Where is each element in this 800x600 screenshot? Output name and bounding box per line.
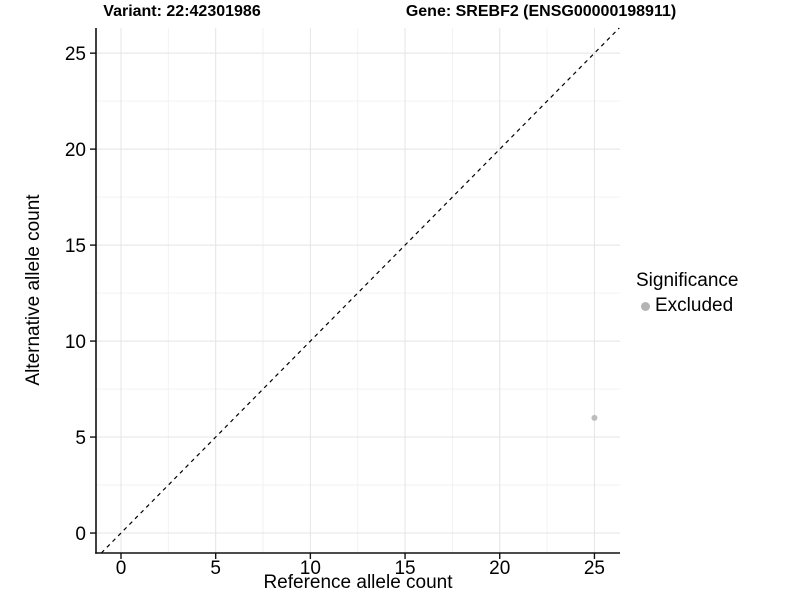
y-axis-title: Alternative allele count [23, 194, 44, 386]
legend-title: Significance [636, 270, 739, 291]
legend-entry-label: Excluded [655, 295, 734, 316]
x-tick-label: 20 [489, 558, 510, 579]
x-tick-label: 15 [394, 558, 415, 579]
x-tick-label: 10 [300, 558, 321, 579]
x-tick-label: 25 [584, 558, 605, 579]
plot-title-gene: Gene: SREBF2 (ENSG00000198911) [405, 3, 677, 20]
y-tick-label: 15 [65, 236, 86, 257]
y-tick-label: 5 [75, 428, 86, 449]
y-tick-label: 20 [65, 140, 86, 161]
data-point [591, 414, 598, 421]
x-tick-label: 0 [116, 558, 127, 579]
y-tick-label: 0 [75, 524, 86, 545]
legend-point-icon [641, 301, 650, 311]
x-axis-title: Reference allele count [263, 572, 453, 593]
y-tick-label: 25 [65, 44, 86, 65]
x-tick-label: 5 [210, 558, 221, 579]
identity-dashed-line [100, 27, 620, 554]
y-tick-label: 10 [65, 332, 86, 353]
legend: Significance Excluded [636, 270, 738, 317]
plot-title-variant: Variant: 22:42301986 [103, 3, 261, 20]
legend-entry-excluded: Excluded [636, 295, 738, 317]
